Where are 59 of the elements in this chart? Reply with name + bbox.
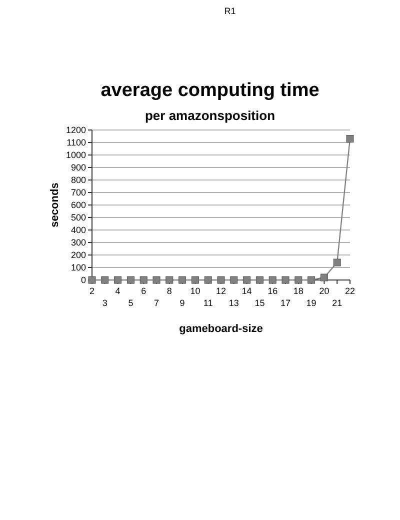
x-tick-label: 21 [332,298,342,308]
point [320,274,328,282]
y-tick-label: 900 [70,162,86,173]
x-tick-label: 13 [228,298,239,308]
y-tick-label: 100 [70,262,86,273]
point [346,135,354,142]
x-tick-label: 14 [242,286,252,296]
chart-subtitle: per amazonsposition [144,108,276,123]
point [204,276,212,284]
y-tick-label: 1200 [66,125,86,136]
point [268,276,276,284]
x-tick-label: 19 [306,298,316,308]
y-tick-label: 500 [70,212,86,223]
chart-title: average computing time [100,80,320,101]
point [140,276,148,284]
x-tick-label: 3 [102,298,108,308]
x-tick-label: 20 [319,286,330,296]
point [152,276,160,284]
y-tick-label: 600 [70,200,86,210]
point [126,276,134,284]
x-tick-label: 2 [89,286,95,296]
y-tick-label: 800 [70,175,86,186]
x-tick-label: 4 [115,286,120,296]
x-tick-label: 5 [128,298,134,308]
point [230,276,238,284]
x-tick-label: 16 [268,286,278,296]
x-tick-label: 17 [280,298,291,308]
point [217,276,225,284]
x-tick-label: 10 [190,286,200,296]
point [282,276,290,284]
y-tick-label: 1100 [66,138,86,148]
y-tick-label: 300 [70,238,86,248]
y-tick-label: 700 [70,188,86,198]
point [308,276,316,284]
point [101,276,109,284]
x-tick-label: 7 [154,298,160,308]
text: R1 [224,6,236,16]
point [243,276,251,284]
x-tick-label: 11 [203,298,213,308]
y-tick-label: 400 [70,225,86,236]
x-tick-label: 15 [254,298,265,308]
point [256,276,264,284]
point [191,276,199,284]
x-tick-label: 6 [141,286,146,296]
y-tick-label: 200 [70,250,86,260]
y-tick-label: 1000 [66,150,86,160]
x-tick-label: 22 [344,286,356,296]
x-tick-label: 12 [216,286,226,296]
x-tick-label: 8 [166,286,172,296]
point [294,276,302,284]
x-axis-title: gameboard-size [179,323,263,335]
x-tick-label: 9 [180,298,185,308]
point [166,276,174,284]
x-tick-label: 18 [293,286,304,296]
point [333,258,341,266]
y-axis-title: seconds [49,182,61,228]
y-tick-label: 0 [80,275,86,286]
point [114,276,122,284]
point [178,276,186,284]
